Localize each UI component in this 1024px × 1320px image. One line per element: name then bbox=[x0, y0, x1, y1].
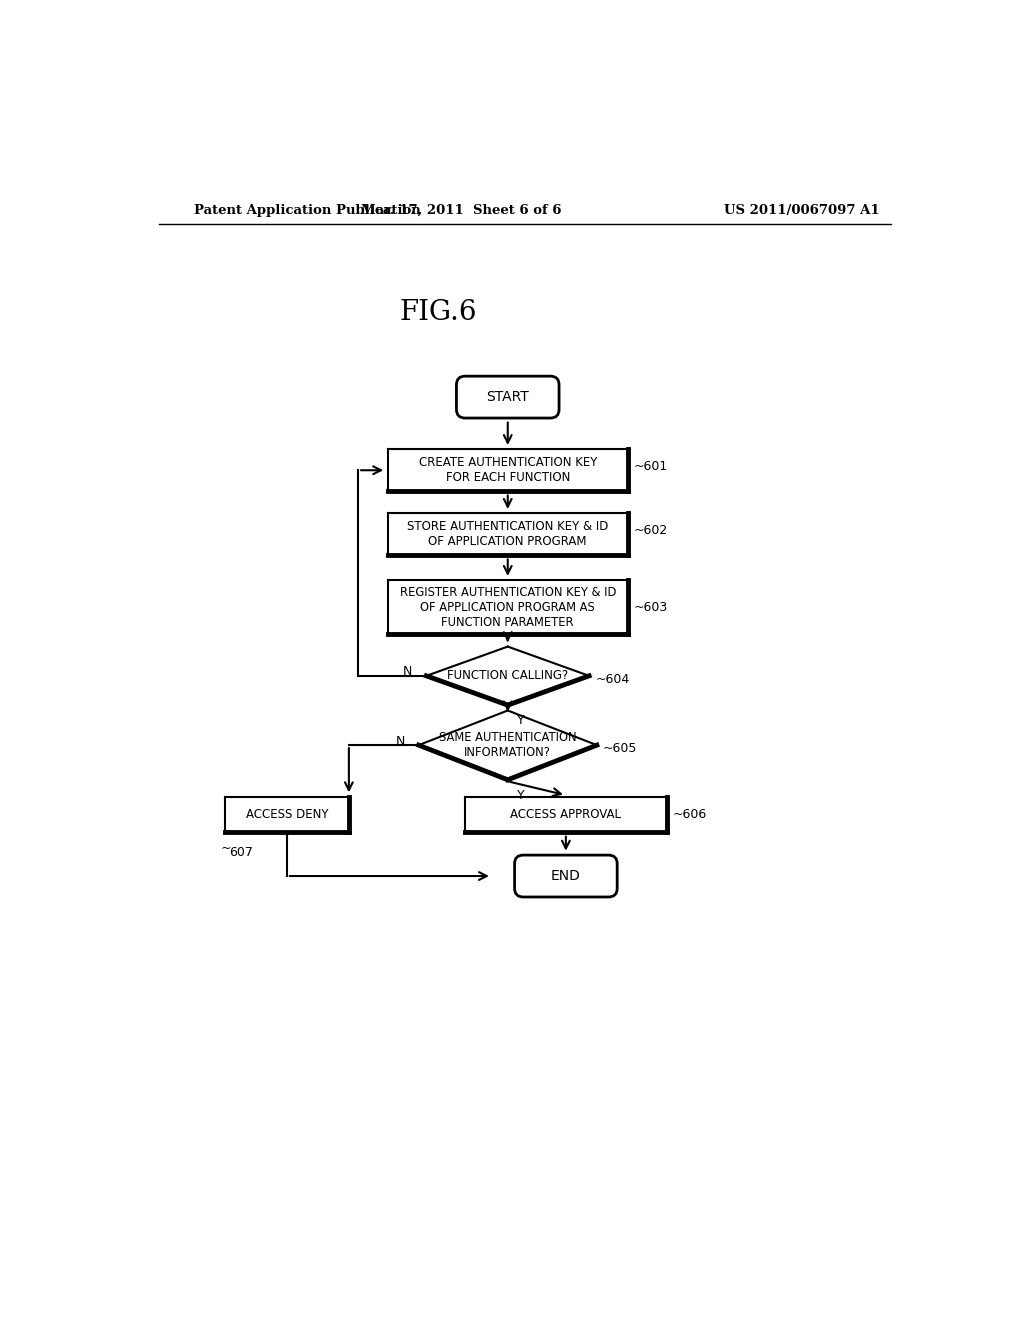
Text: ~603: ~603 bbox=[634, 601, 669, 614]
Text: STORE AUTHENTICATION KEY & ID
OF APPLICATION PROGRAM: STORE AUTHENTICATION KEY & ID OF APPLICA… bbox=[408, 520, 608, 548]
Polygon shape bbox=[419, 710, 597, 780]
Text: US 2011/0067097 A1: US 2011/0067097 A1 bbox=[724, 205, 880, 218]
Text: ~: ~ bbox=[221, 841, 231, 854]
Text: Mar. 17, 2011  Sheet 6 of 6: Mar. 17, 2011 Sheet 6 of 6 bbox=[361, 205, 561, 218]
Text: FIG.6: FIG.6 bbox=[399, 298, 477, 326]
Text: REGISTER AUTHENTICATION KEY & ID
OF APPLICATION PROGRAM AS
FUNCTION PARAMETER: REGISTER AUTHENTICATION KEY & ID OF APPL… bbox=[399, 586, 616, 628]
Text: SAME AUTHENTICATION
INFORMATION?: SAME AUTHENTICATION INFORMATION? bbox=[439, 731, 577, 759]
Text: ~602: ~602 bbox=[634, 524, 669, 537]
Text: Y: Y bbox=[517, 714, 524, 727]
Text: END: END bbox=[551, 869, 581, 883]
Text: ACCESS APPROVAL: ACCESS APPROVAL bbox=[510, 808, 622, 821]
Polygon shape bbox=[426, 647, 589, 705]
Text: N: N bbox=[395, 735, 404, 748]
Polygon shape bbox=[388, 449, 628, 491]
Text: ACCESS DENY: ACCESS DENY bbox=[246, 808, 328, 821]
Polygon shape bbox=[465, 797, 667, 832]
Polygon shape bbox=[225, 797, 349, 832]
FancyBboxPatch shape bbox=[515, 855, 617, 898]
Text: N: N bbox=[403, 665, 413, 678]
FancyBboxPatch shape bbox=[457, 376, 559, 418]
Text: Patent Application Publication: Patent Application Publication bbox=[194, 205, 421, 218]
Text: 607: 607 bbox=[228, 846, 253, 859]
Text: Y: Y bbox=[517, 789, 524, 803]
Text: CREATE AUTHENTICATION KEY
FOR EACH FUNCTION: CREATE AUTHENTICATION KEY FOR EACH FUNCT… bbox=[419, 457, 597, 484]
Polygon shape bbox=[388, 513, 628, 554]
Polygon shape bbox=[388, 581, 628, 635]
Text: FUNCTION CALLING?: FUNCTION CALLING? bbox=[447, 669, 568, 682]
Text: ~604: ~604 bbox=[595, 673, 630, 686]
Text: START: START bbox=[486, 391, 529, 404]
Text: ~605: ~605 bbox=[603, 742, 638, 755]
Text: ~606: ~606 bbox=[673, 808, 708, 821]
Text: ~601: ~601 bbox=[634, 459, 669, 473]
